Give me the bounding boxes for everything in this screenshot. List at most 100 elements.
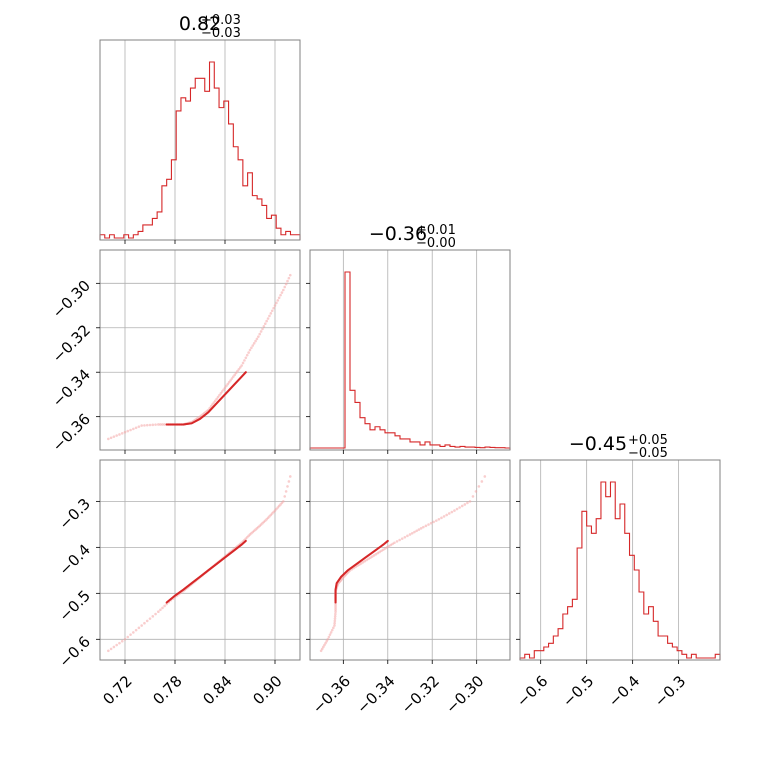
sample-2-1-3-4 — [334, 602, 337, 606]
sample-2-1-0-3 — [323, 643, 326, 647]
sample-1-0-12-4 — [245, 353, 249, 357]
sample-2-1-17-0 — [468, 500, 472, 503]
sample-1-0-12-0 — [240, 364, 243, 367]
title-param-1: −0.36 — [369, 223, 427, 245]
sample-2-1-1-0 — [326, 638, 330, 641]
ytick-label-1-0: −0.36 — [49, 410, 94, 455]
sample-1-0-11-3 — [236, 369, 239, 373]
sample-1-0-3-0 — [157, 423, 160, 426]
sample-2-1-3-0 — [334, 610, 337, 614]
sample-2-1-17-3 — [477, 485, 481, 488]
sample-1-0-10-5 — [230, 377, 234, 380]
sample-2-0-1-2 — [129, 633, 132, 637]
sample-1-0-0-2 — [112, 435, 116, 438]
sample-1-0-2-1 — [143, 424, 146, 427]
sample-2-1-2-4 — [333, 615, 337, 618]
sample-2-1-14-0 — [422, 525, 425, 529]
sample-1-0-14-2 — [259, 330, 263, 333]
sample-2-1-16-5 — [466, 501, 469, 505]
sample-2-1-16-3 — [460, 504, 464, 508]
sample-1-0-8-4 — [212, 401, 216, 404]
sample-1-0-1-2 — [129, 428, 132, 432]
sample-1-0-1-0 — [123, 430, 127, 434]
sample-1-0-13-0 — [248, 348, 252, 352]
sample-2-1-11-1 — [383, 547, 387, 550]
sample-1-0-10-0 — [223, 386, 227, 390]
sample-2-1-2-2 — [333, 619, 337, 623]
sample-1-0-10-1 — [225, 384, 228, 388]
title-param-2-plus: +0.05 — [628, 433, 668, 448]
title-param-1-minus: −0.00 — [416, 236, 456, 251]
sample-2-1-8-4 — [356, 564, 359, 568]
sample-1-0-1-3 — [132, 427, 135, 431]
sample-2-1-11-0 — [382, 548, 385, 551]
sample-2-1-15-2 — [442, 515, 446, 518]
sample-1-0-0-4 — [118, 433, 121, 436]
sample-1-0-14-5 — [263, 322, 267, 326]
sample-1-0-0-5 — [120, 432, 124, 435]
sample-1-0-3-1 — [159, 423, 162, 426]
sample-1-0-10-3 — [227, 380, 231, 384]
sample-2-1-9-1 — [361, 560, 365, 564]
sample-2-0-1-0 — [123, 638, 127, 641]
sample-2-1-13-0 — [408, 533, 412, 536]
ytick-label-2-1: −0.5 — [56, 587, 94, 625]
sample-2-1-13-4 — [417, 528, 421, 531]
sample-2-1-3-2 — [334, 606, 337, 610]
sample-2-0-2-2 — [145, 619, 149, 623]
contour-inner-2-0 — [165, 539, 247, 604]
sample-2-0-2-3 — [148, 617, 152, 620]
sample-2-1-9-5 — [369, 556, 372, 560]
sample-1-0-12-3 — [244, 356, 248, 360]
sample-2-0-2-4 — [151, 615, 155, 618]
sample-1-0-16-5 — [280, 291, 284, 294]
sample-2-1-15-4 — [447, 512, 451, 515]
sample-2-1-13-2 — [413, 530, 416, 534]
sample-1-0-15-0 — [265, 319, 268, 323]
sample-2-1-17-1 — [471, 495, 475, 498]
sample-1-0-14-3 — [261, 327, 264, 331]
sample-2-1-9-2 — [363, 559, 367, 563]
sample-2-1-9-0 — [359, 562, 363, 565]
xtick-label-0-0: 0.72 — [99, 672, 135, 708]
ytick-label-1-2: −0.32 — [49, 321, 94, 366]
panel-frame-2-1 — [309, 459, 511, 661]
sample-1-0-2-4 — [151, 423, 155, 427]
sample-1-0-17-1 — [283, 285, 287, 289]
sample-2-0-2-1 — [143, 621, 146, 625]
sample-2-1-11-4 — [389, 543, 393, 547]
sample-2-1-10-4 — [378, 550, 381, 554]
sample-2-1-13-5 — [419, 527, 423, 530]
sample-1-0-12-5 — [247, 351, 250, 354]
sample-1-0-16-2 — [276, 299, 280, 302]
sample-1-0-8-3 — [211, 403, 214, 406]
sample-1-0-16-4 — [279, 293, 282, 297]
sample-1-0-14-4 — [262, 324, 266, 328]
sample-2-1-8-5 — [357, 563, 361, 566]
sample-2-0-17-5 — [288, 475, 292, 478]
sample-2-1-12-3 — [400, 537, 404, 540]
sample-1-0-17-0 — [282, 288, 285, 292]
sample-2-1-16-1 — [455, 507, 459, 511]
sample-2-1-1-2 — [328, 633, 332, 637]
title-param-0: 0.82 — [179, 13, 221, 35]
sample-2-0-2-0 — [140, 624, 143, 627]
sample-2-1-13-3 — [415, 529, 418, 533]
sample-2-1-0-5 — [325, 639, 328, 643]
sample-2-1-15-0 — [437, 518, 441, 521]
sample-2-0-0-2 — [112, 645, 116, 649]
sample-1-0-0-0 — [107, 437, 110, 441]
xtick-label-2-2: −0.4 — [605, 672, 643, 710]
panel-frame-1-0 — [99, 249, 301, 451]
sample-1-0-15-2 — [268, 314, 271, 318]
sample-1-0-1-5 — [137, 425, 141, 428]
histogram-param-2 — [519, 481, 721, 660]
xtick-label-1-2: −0.32 — [398, 672, 443, 717]
panel-frame-2-2 — [519, 459, 721, 661]
sample-2-1-11-3 — [387, 544, 391, 548]
sample-1-0-15-3 — [269, 312, 273, 315]
xtick-label-2-3: −0.3 — [651, 672, 689, 710]
sample-1-0-9-0 — [215, 397, 218, 401]
xtick-label-1-0: −0.36 — [309, 672, 354, 717]
sample-2-1-17-5 — [483, 475, 487, 478]
